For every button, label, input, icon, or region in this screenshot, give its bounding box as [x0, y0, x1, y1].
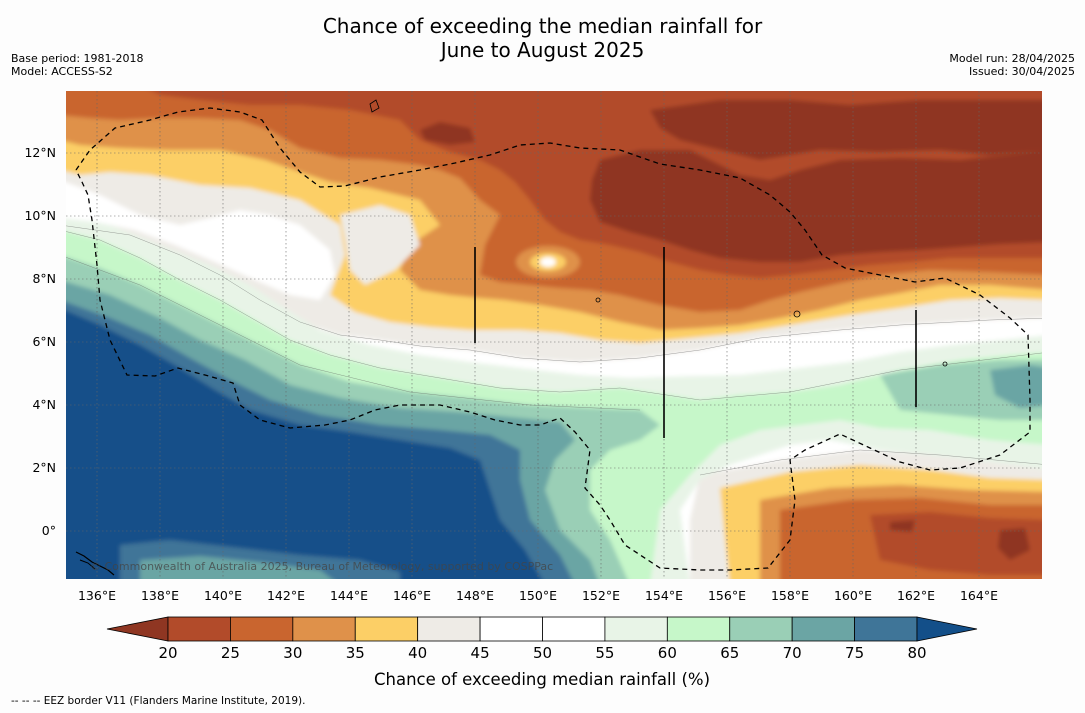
- meta-left: Base period: 1981-2018 Model: ACCESS-S2: [11, 52, 143, 78]
- colorbar-tick-label: 40: [408, 644, 427, 662]
- colorbar-tick-label: 70: [783, 644, 802, 662]
- latitude-labels: 12°N 10°N 8°N 6°N 4°N 2°N 0°: [24, 145, 56, 538]
- colorbar-cell: [666, 616, 731, 642]
- base-period: Base period: 1981-2018: [11, 52, 144, 65]
- lon-label: 136°E: [78, 588, 116, 603]
- colorbar-tick-label: 60: [658, 644, 677, 662]
- islands: [75, 99, 948, 576]
- colorbar-low-arrow: [106, 616, 169, 642]
- colorbar-tick-label: 80: [907, 644, 926, 662]
- title-line-2: June to August 2025: [440, 38, 645, 62]
- model-name: Model: ACCESS-S2: [11, 65, 113, 78]
- lon-label: 142°E: [267, 588, 305, 603]
- lat-label: 0°: [42, 523, 56, 538]
- rainfall-probability-field: © Commonwealth of Australia 2025, Bureau…: [66, 91, 1042, 579]
- model-run: Model run: 28/04/2025: [949, 52, 1075, 65]
- eez-border: [75, 107, 1031, 571]
- longitude-labels: 136°E 138°E 140°E 142°E 144°E 146°E 148°…: [78, 588, 998, 603]
- colorbar-tick-label: 50: [533, 644, 552, 662]
- copyright-text: © Commonwealth of Australia 2025, Bureau…: [90, 560, 553, 573]
- colorbar-cells: [167, 616, 918, 642]
- region-boundaries: [474, 247, 917, 438]
- lon-label: 162°E: [897, 588, 935, 603]
- colorbar-tick-label: 75: [845, 644, 864, 662]
- lon-label: 158°E: [771, 588, 809, 603]
- colorbar-tick-label: 45: [471, 644, 490, 662]
- lat-label: 12°N: [24, 145, 56, 160]
- colorbar-cell: [417, 616, 481, 642]
- colorbar-cell: [854, 616, 918, 642]
- colorbar-cell: [167, 616, 231, 642]
- lon-label: 150°E: [519, 588, 557, 603]
- lon-label: 154°E: [645, 588, 683, 603]
- lat-label: 6°N: [32, 334, 56, 349]
- eez-legend-note: -- -- -- EEZ border V11 (Flanders Marine…: [11, 695, 306, 707]
- colorbar-cell: [292, 616, 356, 642]
- colorbar-ticks: 20 25 30 35 40 45 50 55 60 65 70 75 80: [158, 644, 926, 662]
- colorbar-cell: [354, 616, 419, 642]
- lon-label: 140°E: [204, 588, 242, 603]
- colorbar-tick-label: 55: [595, 644, 614, 662]
- chart-title: Chance of exceeding the median rainfall …: [0, 14, 1085, 62]
- lon-label: 146°E: [393, 588, 431, 603]
- colorbar-tick-label: 35: [346, 644, 365, 662]
- lon-label: 144°E: [330, 588, 368, 603]
- title-line-1: Chance of exceeding the median rainfall …: [322, 14, 763, 38]
- colorbar-tick-label: 65: [720, 644, 739, 662]
- colorbar-high-arrow: [916, 616, 978, 642]
- lat-label: 8°N: [32, 271, 56, 286]
- colorbar-cell: [542, 616, 606, 642]
- colorbar-cell: [791, 616, 855, 642]
- colorbar: 20 25 30 35 40 45 50 55 60 65 70 75 80 Chance of exc…: [106, 616, 978, 689]
- colorbar-cell: [729, 616, 793, 642]
- lat-label: 4°N: [32, 397, 56, 412]
- colorbar-cell: [230, 616, 294, 642]
- lon-label: 148°E: [456, 588, 494, 603]
- colorbar-tick-label: 20: [158, 644, 177, 662]
- lat-label: 10°N: [24, 208, 56, 223]
- gridlines: [66, 91, 1042, 579]
- colorbar-cell: [604, 616, 668, 642]
- colorbar-tick-label: 30: [283, 644, 302, 662]
- meta-right: Model run: 28/04/2025 Issued: 30/04/2025: [949, 52, 1075, 78]
- colorbar-cell: [479, 616, 543, 642]
- lon-label: 160°E: [834, 588, 872, 603]
- lon-label: 152°E: [582, 588, 620, 603]
- lon-label: 164°E: [960, 588, 998, 603]
- lon-label: 156°E: [708, 588, 746, 603]
- issued-date: Issued: 30/04/2025: [968, 65, 1075, 78]
- colorbar-label: Chance of exceeding median rainfall (%): [374, 670, 710, 689]
- colorbar-tick-label: 25: [221, 644, 240, 662]
- lat-label: 2°N: [32, 460, 56, 475]
- lon-label: 138°E: [141, 588, 179, 603]
